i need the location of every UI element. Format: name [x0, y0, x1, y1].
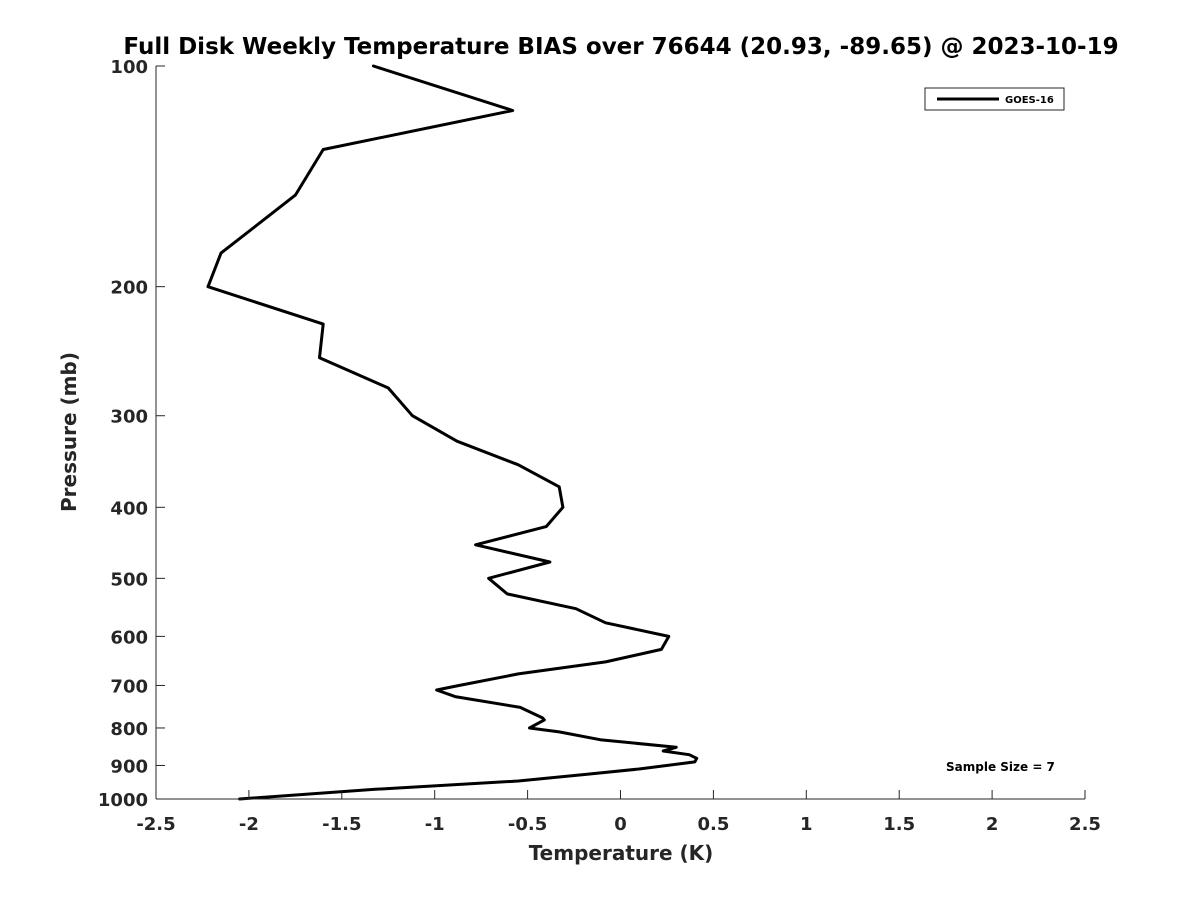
x-tick-label: -2.5 — [136, 814, 175, 835]
x-tick-label: -0.5 — [508, 814, 547, 835]
y-tick-label: 800 — [110, 719, 148, 740]
y-tick-label: 400 — [110, 498, 148, 519]
x-tick-label: -2 — [239, 814, 259, 835]
sample-size-annotation: Sample Size = 7 — [946, 760, 1055, 774]
y-tick-label: 200 — [110, 278, 148, 299]
y-tick-label: 900 — [110, 756, 148, 777]
axes: -2.5 -2 -1.5 -1 -0.5 0 0.5 1 1.5 2 2.5 100 200 300 400… — [98, 57, 1101, 835]
x-axis-label: Temperature (K) — [529, 841, 714, 865]
y-tick-label: 300 — [110, 407, 148, 428]
chart-title: Full Disk Weekly Temperature BIAS over 7… — [123, 34, 1118, 60]
legend: GOES-16 — [924, 87, 1065, 111]
plot-area — [206, 64, 699, 801]
x-tick-label: 1 — [800, 814, 813, 835]
x-tick-label: 0.5 — [697, 814, 729, 835]
x-tick-label: 2.5 — [1069, 814, 1101, 835]
y-axis-label: Pressure (mb) — [57, 352, 81, 512]
legend-label: GOES-16 — [1005, 95, 1054, 106]
y-tick-label: 600 — [110, 627, 148, 648]
x-tick-label: 1.5 — [883, 814, 915, 835]
series-line-goes-16 — [206, 64, 699, 801]
x-tick-label: -1 — [425, 814, 445, 835]
x-tick-label: 2 — [986, 814, 999, 835]
x-tick-label: -1.5 — [322, 814, 361, 835]
x-tick-label: 0 — [614, 814, 627, 835]
y-tick-label: 700 — [110, 676, 148, 697]
y-tick-label: 500 — [110, 569, 148, 590]
y-tick-label: 1000 — [98, 790, 148, 811]
y-tick-label: 100 — [110, 57, 148, 78]
